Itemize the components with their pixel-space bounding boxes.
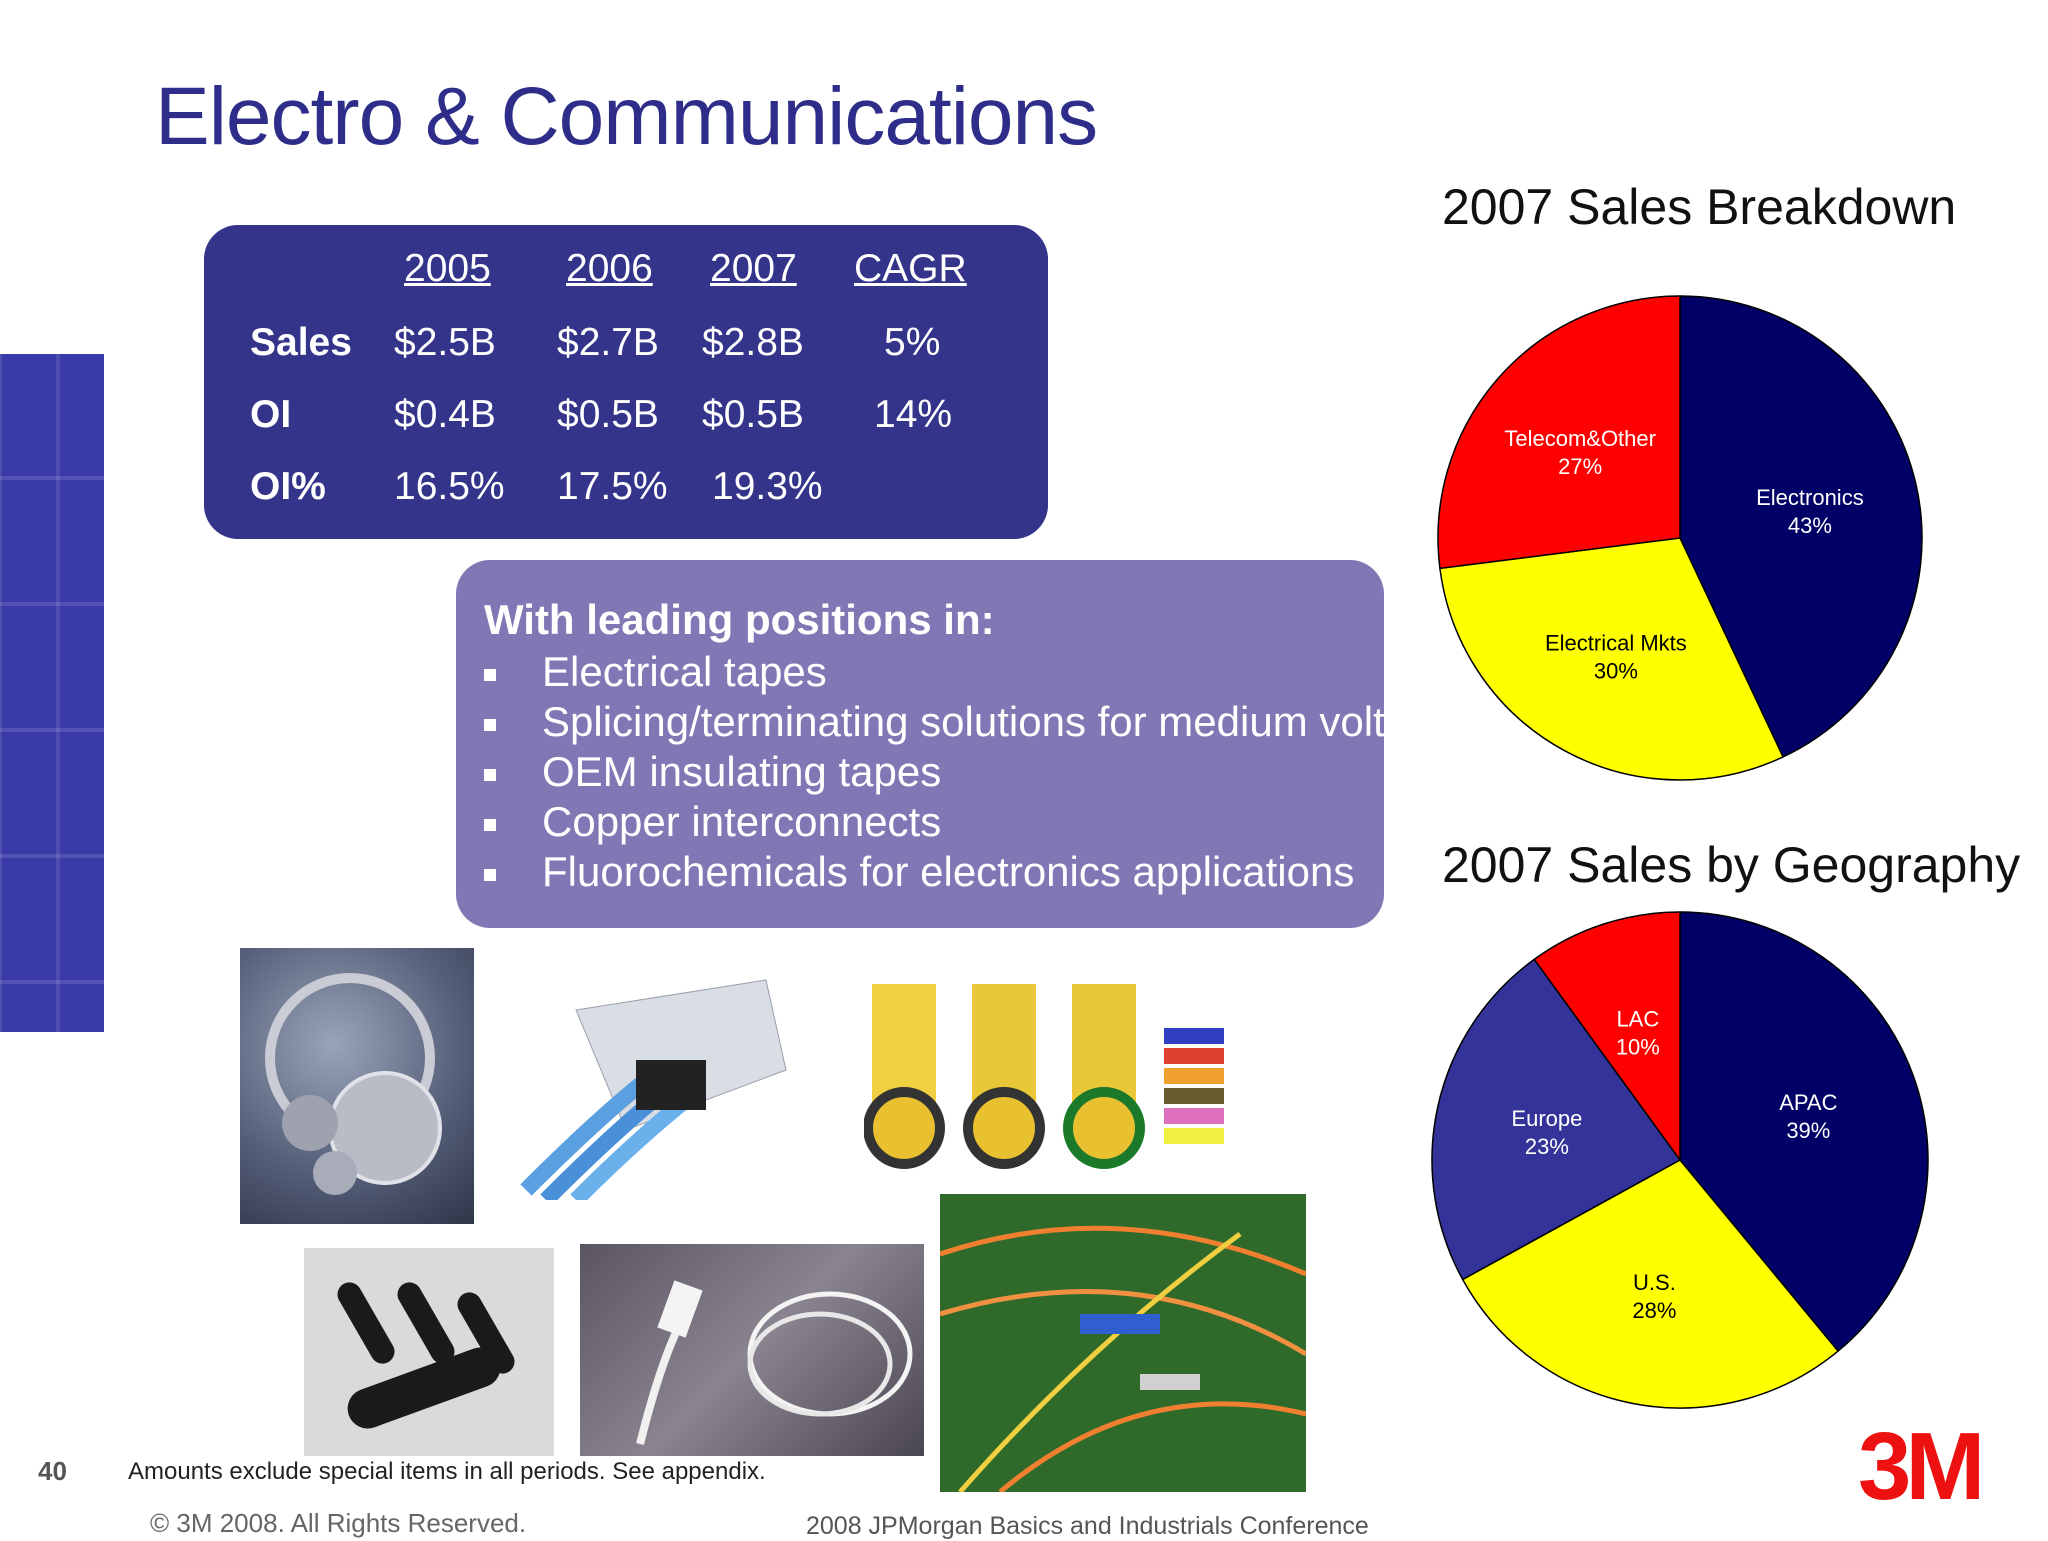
pie-value-label: 28% (1632, 1298, 1676, 1323)
pie-value-label: 10% (1616, 1034, 1660, 1059)
cell-oipct-2006: 17.5% (557, 465, 668, 508)
page-number: 40 (38, 1456, 67, 1486)
pie-slice-electrical-mkts (1439, 537, 1785, 781)
header-2007: 2007 (710, 247, 797, 290)
product-photo-fiber-cable (580, 1244, 924, 1456)
bullet-icon (484, 668, 496, 681)
row-label-oi-percent: OI% (250, 465, 326, 508)
product-photo-discs (240, 948, 474, 1224)
row-label-oi: OI (250, 393, 292, 436)
pie-slices: APAC 39% U.S. 28% Europe 23% LAC 10% (1431, 911, 1929, 1409)
header-2005: 2005 (404, 247, 491, 290)
product-photo-tapes (864, 978, 1238, 1184)
fiber-cable-image (636, 1280, 913, 1445)
footnote: Amounts exclude special items in all per… (128, 1458, 766, 1485)
splice-kits-image (337, 1282, 515, 1429)
cell-oipct-2007: 19.3% (712, 465, 823, 508)
pie-value-label: 27% (1558, 454, 1602, 479)
sales-breakdown-pie: Electronics 43% Electrical Mkts 30% Telecom&… (1437, 295, 1923, 781)
list-item: Copper interconnects (484, 798, 941, 846)
pie-slice-u-s- (1461, 1159, 1840, 1409)
bullet-icon (484, 718, 496, 731)
cell-sales-cagr: 5% (884, 321, 941, 364)
positions-heading: With leading positions in: (484, 596, 995, 643)
cable-connector-image (520, 979, 787, 1200)
pie-label: U.S. (1633, 1270, 1676, 1295)
pie-label: LAC (1616, 1006, 1659, 1031)
bullet-icon (484, 768, 496, 781)
product-photo-fiber-patch (940, 1194, 1306, 1492)
pie-value-label: 23% (1525, 1134, 1569, 1159)
cell-oi-2007: $0.5B (702, 393, 804, 436)
header-cagr: CAGR (854, 247, 967, 290)
list-item: Fluorochemicals for electronics applicat… (484, 848, 1354, 896)
pie-value-label: 43% (1788, 513, 1832, 538)
pie-label: APAC (1779, 1090, 1837, 1115)
pie-label: Electrical Mkts (1545, 631, 1687, 656)
bullet-icon (484, 868, 496, 881)
cell-oipct-2005: 16.5% (394, 465, 505, 508)
product-photo-connector (516, 960, 796, 1200)
sales-geography-pie: APAC 39% U.S. 28% Europe 23% LAC 10% (1431, 911, 1929, 1409)
chart-title-sales-breakdown: 2007 Sales Breakdown (1442, 179, 1957, 235)
conference-name: 2008 JPMorgan Basics and Industrials Con… (806, 1512, 1369, 1540)
fiber-patch-cords-image (940, 1225, 1306, 1492)
pie-slice-lac (1533, 911, 1681, 1163)
pie-slice-telecom-other (1437, 295, 1681, 570)
pie-label: Europe (1511, 1106, 1582, 1131)
metal-discs-image (265, 973, 442, 1195)
pie-slice-apac (1679, 911, 1929, 1353)
list-item: Electrical tapes (484, 648, 827, 696)
list-item: OEM insulating tapes (484, 748, 941, 796)
side-decoration-image (0, 354, 104, 1032)
financials-table: 2005 2006 2007 CAGR Sales $2.5B $2.7B $2… (204, 225, 1048, 539)
copyright: © 3M 2008. All Rights Reserved. (150, 1508, 527, 1538)
pie-slices: Electronics 43% Electrical Mkts 30% Telecom&… (1437, 295, 1923, 781)
electrical-tapes-image (864, 984, 1224, 1169)
list-item: Splicing/terminating solutions for mediu… (484, 698, 1455, 746)
cell-sales-2005: $2.5B (394, 321, 496, 364)
row-label-sales: Sales (250, 321, 352, 364)
pie-slice-europe (1431, 958, 1682, 1281)
cell-oi-2005: $0.4B (394, 393, 496, 436)
product-photo-splices (304, 1248, 554, 1456)
pie-value-label: 30% (1594, 659, 1638, 684)
cell-oi-2006: $0.5B (557, 393, 659, 436)
page-title: Electro & Communications (155, 71, 1098, 162)
header-2006: 2006 (566, 247, 653, 290)
cell-sales-2006: $2.7B (557, 321, 659, 364)
cell-sales-2007: $2.8B (702, 321, 804, 364)
pie-label: Electronics (1756, 485, 1864, 510)
pie-value-label: 39% (1786, 1118, 1830, 1143)
3m-logo: 3M (1858, 1413, 1985, 1520)
pie-label: Telecom&Other (1504, 426, 1656, 451)
bullet-icon (484, 818, 496, 831)
chart-title-sales-geography: 2007 Sales by Geography (1442, 837, 2021, 893)
cell-oi-cagr: 14% (874, 393, 953, 436)
leading-positions-box: With leading positions in: Electrical ta… (456, 560, 1455, 928)
pie-slice-electronics (1679, 295, 1923, 758)
